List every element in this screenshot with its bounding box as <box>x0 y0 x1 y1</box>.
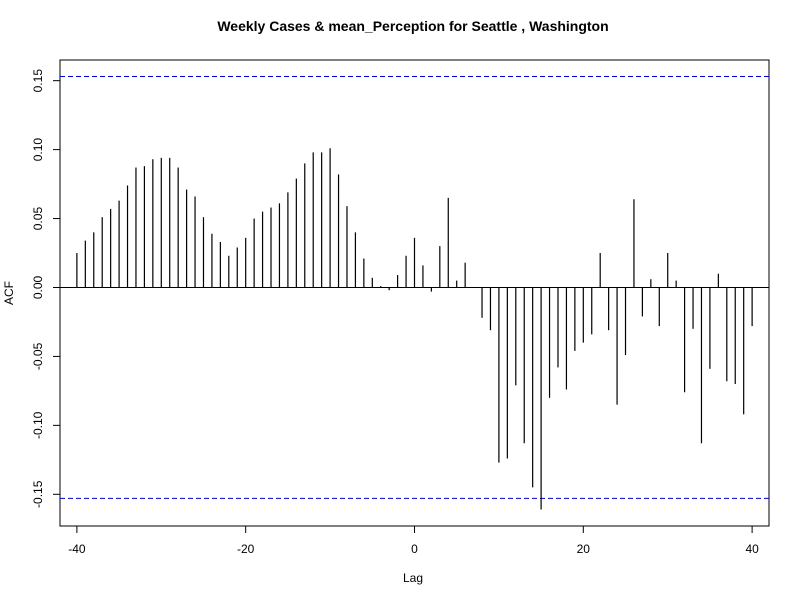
x-tick-label: 0 <box>411 542 418 556</box>
plot-area <box>60 76 769 510</box>
y-tick-label: 0.05 <box>31 207 45 231</box>
x-tick-label: -40 <box>68 542 86 556</box>
y-tick-label: 0.10 <box>31 138 45 162</box>
y-tick-label: -0.15 <box>31 480 45 508</box>
chart-title: Weekly Cases & mean_Perception for Seatt… <box>217 18 608 34</box>
y-tick-label: -0.10 <box>31 411 45 439</box>
x-axis-label: Lag <box>403 571 423 585</box>
y-tick-label: 0.00 <box>31 275 45 299</box>
y-tick-label: 0.15 <box>31 69 45 93</box>
y-tick-label: -0.05 <box>31 342 45 370</box>
y-axis-label: ACF <box>2 281 16 305</box>
y-axis: -0.15 -0.10 -0.05 0.00 0.05 0.10 0.15 <box>31 69 61 508</box>
x-tick-label: 40 <box>745 542 759 556</box>
x-tick-label: -20 <box>237 542 255 556</box>
x-tick-label: 20 <box>577 542 591 556</box>
x-axis: -40 -20 0 20 40 <box>68 525 759 556</box>
plot-frame <box>59 59 770 527</box>
